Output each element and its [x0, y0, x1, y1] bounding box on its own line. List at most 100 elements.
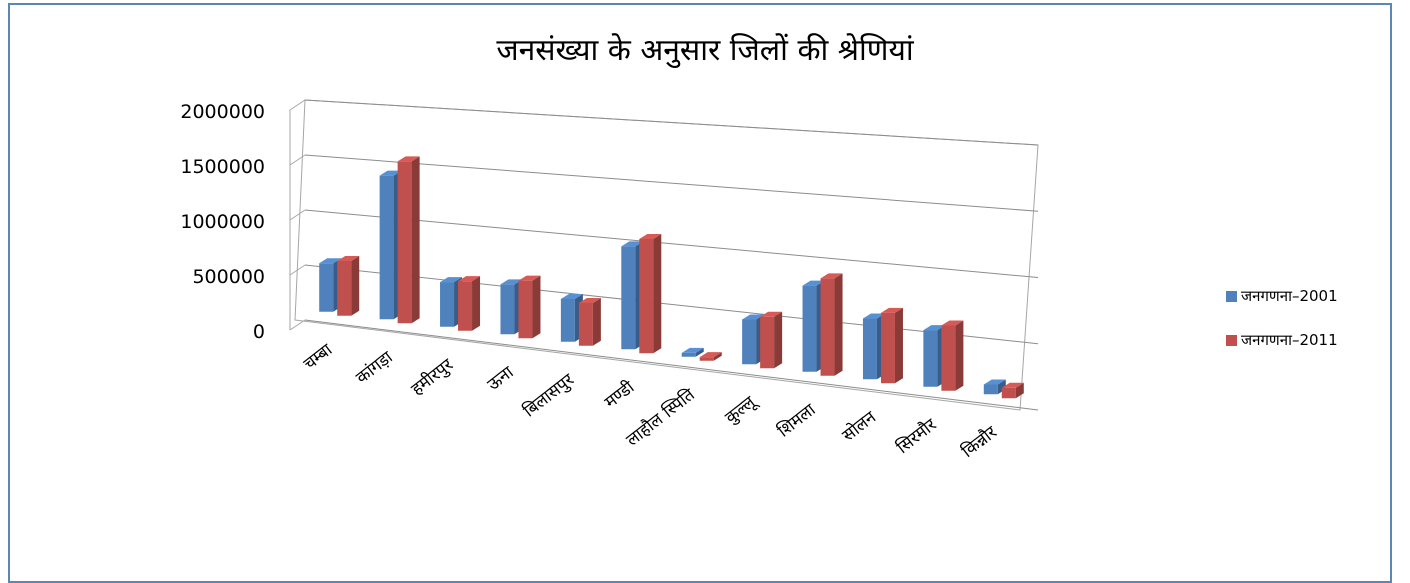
bar-front — [802, 285, 817, 372]
bar-top — [379, 170, 402, 176]
bar-side — [713, 352, 722, 361]
bars — [319, 156, 1024, 399]
gridline — [304, 99, 1039, 146]
bar-side — [894, 307, 903, 384]
gridline-side — [289, 209, 306, 221]
bar-side — [472, 276, 481, 331]
bar-side — [834, 273, 843, 376]
bar-front — [621, 246, 636, 350]
bar-top — [820, 273, 843, 279]
bar-side — [997, 379, 1006, 395]
bar-front — [681, 352, 696, 357]
bar-front — [337, 260, 352, 316]
bar-front — [699, 357, 714, 361]
legend-swatch-2001 — [1226, 290, 1237, 302]
bar-top — [518, 275, 541, 281]
bar-top — [560, 293, 583, 299]
bar-top — [802, 280, 825, 286]
bar-front — [397, 161, 412, 324]
bar-front — [500, 284, 515, 335]
bar-front — [379, 175, 394, 320]
bar-side — [411, 156, 420, 324]
y-tick-label: 1000000 — [180, 211, 265, 233]
bar-top — [941, 320, 964, 326]
bar-side — [955, 320, 964, 391]
legend: जनगणना–2001 जनगणना–2011 — [1226, 286, 1338, 374]
x-tick-label: हमीरपुर — [407, 354, 458, 400]
bar-top — [681, 347, 704, 353]
bar-top — [862, 313, 885, 319]
bar-top — [742, 314, 765, 320]
bar-side — [592, 297, 601, 346]
chart-title: जनसंख्या के अनुसार जिलों की श्रेणियां — [496, 33, 914, 68]
bar-top — [500, 279, 523, 285]
y-tick-label: 1500000 — [180, 156, 265, 178]
bar-top — [397, 156, 420, 162]
bar-side — [774, 311, 783, 369]
x-tick-label: ऊना — [484, 362, 518, 395]
y-tick-label: 0 — [253, 321, 265, 343]
legend-swatch-2011 — [1226, 334, 1237, 346]
bar-top — [699, 352, 722, 358]
bar-top — [440, 277, 463, 283]
bar-front — [941, 325, 956, 391]
x-tick-label: सिरमौर — [893, 414, 942, 459]
bar-top — [880, 307, 903, 313]
bar-side — [695, 347, 704, 357]
bar-front — [518, 280, 533, 339]
legend-label-2011: जनगणना–2011 — [1241, 331, 1338, 349]
bar-chart-3d: 0 500000 1000000 1500000 2000000 चम्बा कांगड़… — [180, 99, 1039, 462]
x-tick-label: कांगड़ा — [352, 347, 397, 388]
gridline-side — [289, 99, 306, 111]
gridline-side — [289, 264, 306, 276]
gridline — [304, 319, 1039, 411]
bar-side — [653, 233, 662, 354]
bar-top — [578, 297, 601, 303]
bar-side — [351, 255, 360, 316]
gridlines — [289, 99, 1039, 411]
y-tick-label: 2000000 — [180, 101, 265, 123]
bar-front — [458, 281, 473, 331]
bar-top — [458, 276, 481, 282]
bar-front — [820, 278, 835, 376]
gridline-side — [289, 319, 306, 331]
bar-top — [319, 258, 342, 264]
legend-label-2001: जनगणना–2001 — [1241, 287, 1338, 305]
bar-front — [923, 330, 938, 387]
bar-top — [983, 379, 1006, 385]
bar-top — [923, 325, 946, 331]
bar-front — [742, 319, 757, 365]
legend-item-2011: जनगणना–2011 — [1226, 330, 1338, 350]
bar-top — [1001, 382, 1024, 388]
chart-frame — [8, 3, 1392, 583]
bar-top — [639, 233, 662, 239]
legend-item-2001: जनगणना–2001 — [1226, 286, 1338, 306]
x-tick-label: सोलन — [838, 406, 880, 446]
x-tick-label: किन्नौर — [958, 421, 1002, 462]
bar-front — [880, 312, 895, 384]
gridline-side — [289, 154, 306, 166]
x-tick-label: चम्बा — [300, 340, 337, 375]
bar-front — [319, 263, 334, 312]
bar-front — [983, 384, 998, 395]
bar-front — [578, 302, 593, 346]
bar-front — [1001, 387, 1016, 399]
bar-front — [639, 238, 654, 354]
x-tick-label: कुल्लू — [721, 391, 761, 428]
bar-front — [440, 282, 455, 327]
bar-top — [760, 311, 783, 317]
bar-front — [560, 298, 575, 342]
gridline — [304, 209, 1039, 278]
y-tick-label: 500000 — [192, 266, 265, 288]
x-tick-label: बिलासपुर — [519, 368, 579, 421]
gridline — [304, 154, 1039, 212]
bar-side — [532, 275, 541, 339]
bar-front — [862, 318, 877, 380]
bar-side — [1015, 382, 1024, 399]
x-tick-label: शिमला — [774, 399, 821, 442]
x-tick-label: मण्डी — [600, 376, 638, 412]
bar-top — [337, 255, 360, 261]
bar-top — [621, 241, 644, 247]
bar-front — [760, 316, 775, 369]
gridline — [304, 264, 1039, 345]
